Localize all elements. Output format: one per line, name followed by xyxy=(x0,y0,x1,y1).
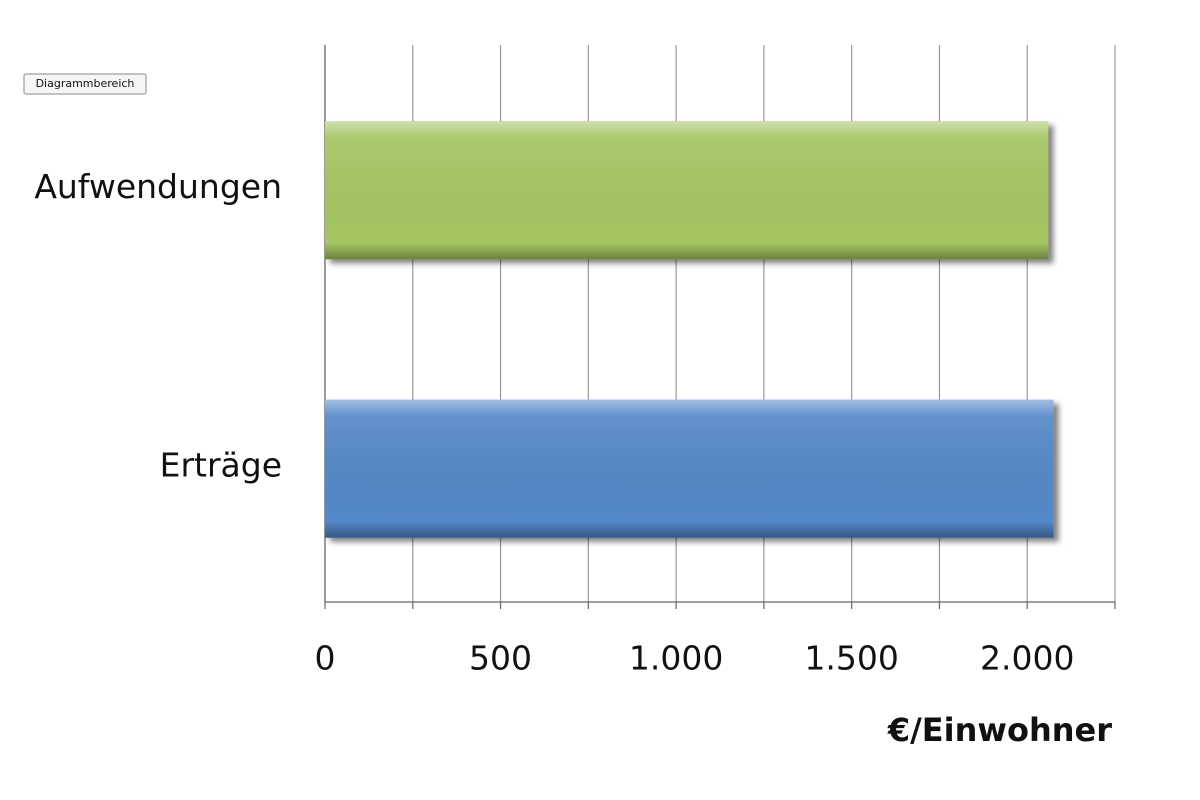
x-axis-title: €/Einwohner xyxy=(887,711,1112,749)
x-tick-label: 1.000 xyxy=(629,639,723,678)
x-tick-label: 1.500 xyxy=(804,639,898,678)
bar-bevel xyxy=(325,399,1054,538)
x-tick-label: 2.000 xyxy=(980,639,1074,678)
x-tick-label: 0 xyxy=(315,639,336,678)
tooltip-box xyxy=(23,73,147,95)
x-tick-label: 500 xyxy=(469,639,532,678)
category-label: Aufwendungen xyxy=(34,167,282,206)
tooltip: Diagrammbereich xyxy=(36,77,135,90)
bar-bevel xyxy=(325,121,1049,260)
category-label: Erträge xyxy=(160,445,282,484)
